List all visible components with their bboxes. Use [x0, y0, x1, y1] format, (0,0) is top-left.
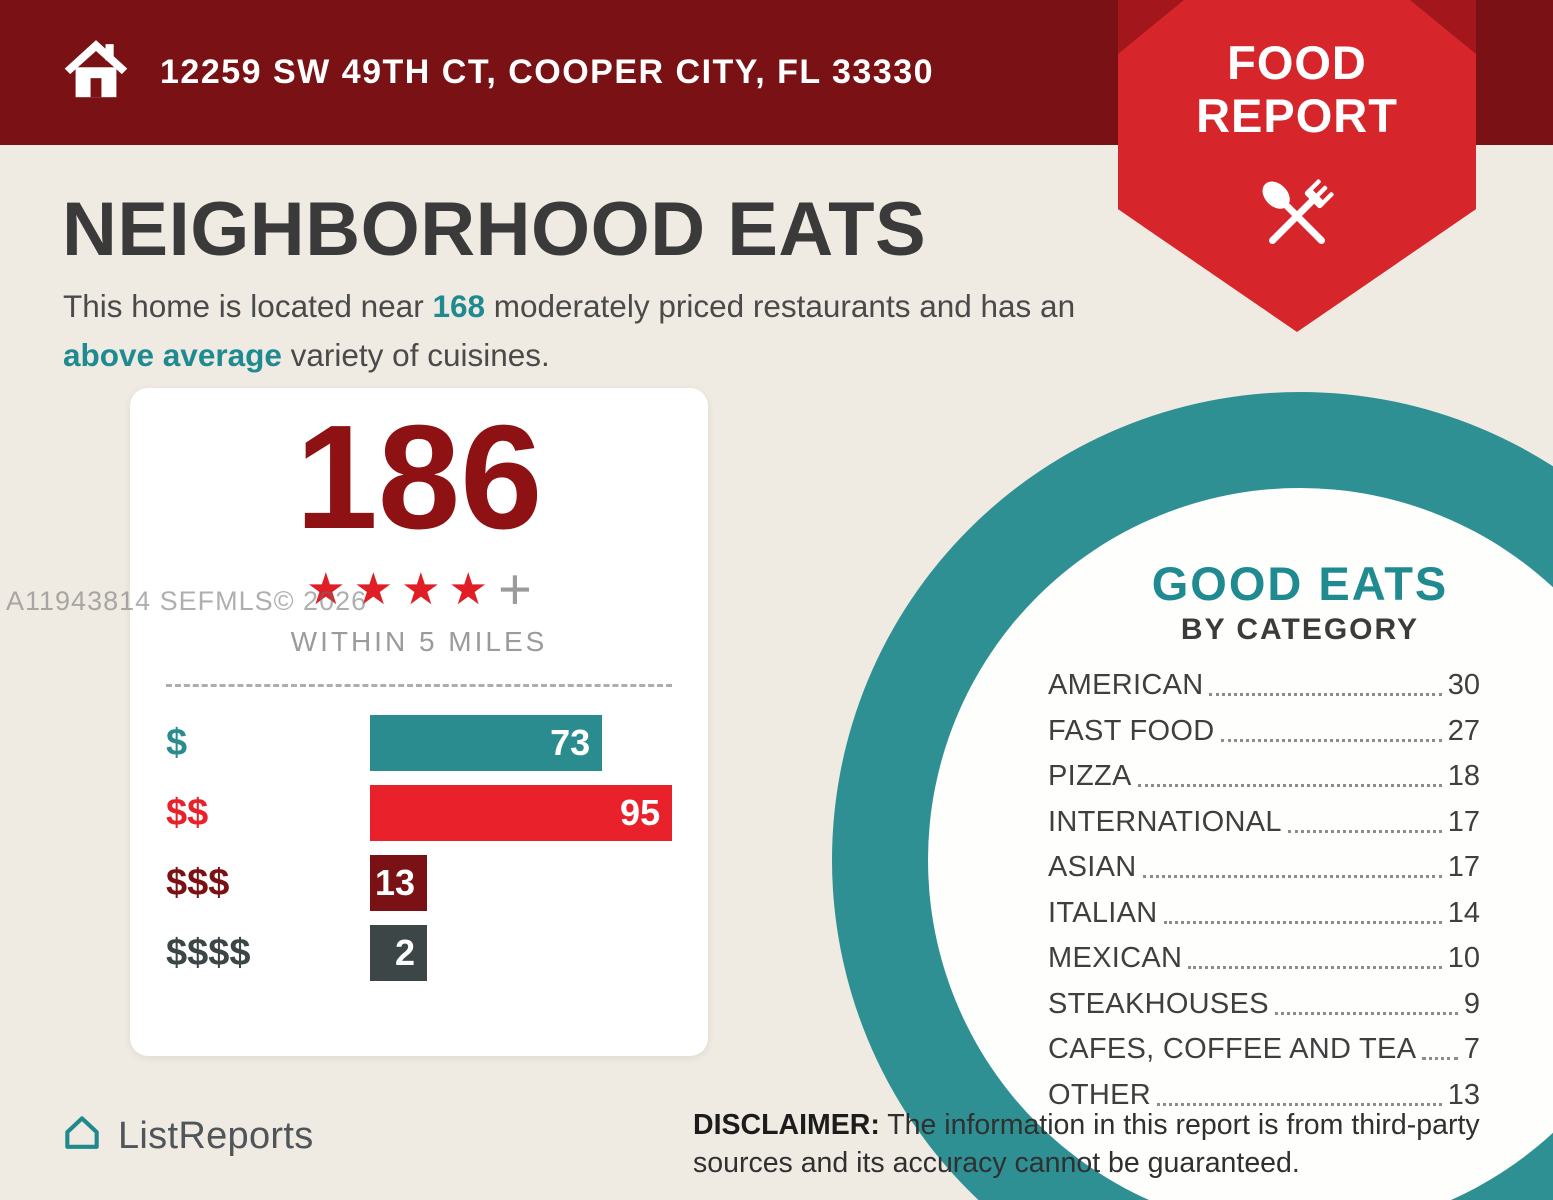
plus-sign: + [497, 557, 532, 622]
price-tier-label: $$ [166, 791, 209, 834]
rating-row: ★★★★+ [130, 556, 708, 622]
category-name: INTERNATIONAL [1048, 805, 1282, 838]
price-bar-value: 13 [374, 862, 415, 903]
dot-leader [1188, 966, 1442, 969]
category-count: 17 [1447, 805, 1480, 838]
category-count: 10 [1447, 942, 1480, 974]
listreports-logo-icon [60, 1112, 104, 1161]
total-restaurant-count: 186 [295, 395, 543, 560]
category-name: FAST FOOD [1048, 714, 1215, 747]
price-bar-value: 95 [620, 792, 661, 833]
disclaimer: DISCLAIMER: The information in this repo… [693, 1106, 1508, 1183]
price-tier-label: $$$$ [166, 931, 251, 974]
restaurant-count-highlight: 168 [432, 288, 485, 324]
dot-leader [1137, 784, 1442, 787]
category-count: 18 [1447, 760, 1480, 792]
dot-leader [1274, 1011, 1458, 1015]
good-eats-inner-circle: GOOD EATS BY CATEGORY AMERICAN 30 FAST FO… [928, 488, 1553, 1200]
category-count: 17 [1447, 851, 1480, 883]
category-name: OTHER [1048, 1078, 1151, 1111]
category-list: AMERICAN 30 FAST FOOD 27 PIZZA 18 INTERNATI… [1048, 669, 1480, 1124]
good-eats-circle: GOOD EATS BY CATEGORY AMERICAN 30 FAST FO… [832, 392, 1553, 1200]
category-name: PIZZA [1048, 760, 1132, 792]
price-bar: 95 [370, 785, 673, 841]
category-count: 30 [1447, 669, 1480, 701]
radius-label: WITHIN 5 MILES [290, 626, 548, 657]
category-count: 14 [1447, 896, 1480, 929]
restaurant-stats-card: 186 ★★★★+ WITHIN 5 MILES $ 73 $$ 95 $$$ … [130, 388, 708, 1056]
star-rating-icons: ★★★★ [306, 565, 496, 614]
category-name: AMERICAN [1048, 669, 1204, 701]
dot-leader [1157, 1102, 1442, 1106]
listreports-brand: ListReports [60, 1112, 314, 1161]
category-row: ITALIAN 14 [1048, 897, 1480, 930]
good-eats-subtitle: BY CATEGORY [1180, 613, 1420, 646]
price-bar-value: 73 [550, 722, 591, 763]
dashed-divider [166, 684, 672, 687]
mls-watermark: A11943814 SEFMLS© 2026 [6, 586, 368, 616]
dot-leader [1163, 920, 1442, 924]
property-address: 12259 SW 49TH CT, COOPER CITY, FL 33330 [160, 53, 935, 91]
category-name: MEXICAN [1048, 942, 1183, 974]
category-row: PIZZA 18 [1048, 760, 1480, 793]
disclaimer-text: The information in this report is from t… [693, 1109, 1480, 1180]
variety-highlight: above average [63, 337, 282, 374]
category-count: 13 [1447, 1078, 1480, 1111]
category-row: STEAKHOUSES 9 [1048, 988, 1480, 1021]
category-name: ITALIAN [1048, 896, 1158, 929]
page-title: NEIGHBORHOOD EATS [62, 187, 927, 272]
dot-leader [1220, 738, 1442, 742]
intro-text-after: variety of cuisines. [281, 337, 550, 374]
intro-text-middle: moderately priced restaurants and has an [485, 288, 1076, 324]
good-eats-title: GOOD EATS [1151, 557, 1449, 610]
dot-leader [1209, 693, 1442, 696]
price-bar-row: $$$$ 2 [130, 925, 708, 981]
dot-leader [1142, 875, 1442, 878]
price-tier-label: $ [166, 721, 188, 764]
dot-leader [1422, 1057, 1458, 1060]
ribbon-title-line1: FOOD [1227, 36, 1367, 89]
price-bar-row: $ 73 [130, 715, 708, 771]
disclaimer-label: DISCLAIMER: [693, 1109, 880, 1141]
category-row: ASIAN 17 [1048, 851, 1480, 884]
category-row: AMERICAN 30 [1048, 669, 1480, 702]
crossed-utensils-icon [1262, 179, 1334, 245]
price-bar: 13 [370, 855, 427, 911]
category-row: MEXICAN 10 [1048, 942, 1480, 975]
price-bar: 73 [370, 715, 603, 771]
category-row: CAFES, COFFEE AND TEA 7 [1048, 1033, 1480, 1066]
price-bar-row: $$$ 13 [130, 855, 708, 911]
listreports-brand-name: ListReports [118, 1115, 314, 1157]
food-report-ribbon: FOOD REPORT [1118, 0, 1476, 332]
category-name: STEAKHOUSES [1048, 987, 1269, 1020]
price-bar-value: 2 [394, 932, 415, 973]
category-count: 27 [1447, 714, 1480, 747]
category-row: INTERNATIONAL 17 [1048, 806, 1480, 839]
category-name: CAFES, COFFEE AND TEA [1048, 1033, 1417, 1065]
category-row: FAST FOOD 27 [1048, 715, 1480, 748]
category-count: 9 [1463, 987, 1480, 1020]
category-row: OTHER 13 [1048, 1079, 1480, 1112]
price-tier-label: $$$ [166, 861, 230, 904]
intro-text-before: This home is located near [63, 288, 433, 324]
category-count: 7 [1463, 1033, 1480, 1065]
category-name: ASIAN [1048, 851, 1137, 883]
price-bar-row: $$ 95 [130, 785, 708, 841]
ribbon-title: FOOD REPORT [1118, 36, 1476, 142]
home-icon [62, 36, 130, 109]
price-bar: 2 [370, 925, 427, 981]
ribbon-title-line2: REPORT [1196, 89, 1398, 143]
intro-paragraph: This home is located near 168 moderately… [63, 282, 1083, 380]
price-tier-bar-chart: $ 73 $$ 95 $$$ 13 $$$$ 2 [130, 715, 708, 981]
dot-leader [1287, 829, 1442, 833]
